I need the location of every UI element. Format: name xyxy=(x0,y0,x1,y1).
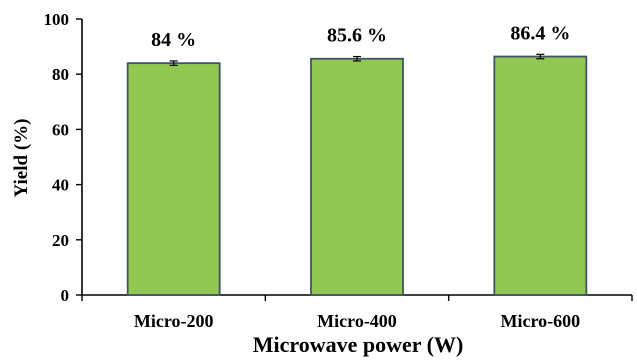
y-axis-title: Yield (%) xyxy=(11,119,32,198)
bar-micro-200 xyxy=(126,62,221,296)
bar-micro-600 xyxy=(493,55,588,296)
data-label: 84 % xyxy=(151,29,196,51)
y-tick-label: 80 xyxy=(52,65,69,84)
bar-micro-400 xyxy=(310,57,404,296)
x-category-label: Micro-600 xyxy=(501,311,581,331)
x-category-label: Micro-200 xyxy=(134,311,214,331)
y-tick-label: 20 xyxy=(52,231,69,250)
data-label: 86.4 % xyxy=(510,23,570,45)
data-label: 85.6 % xyxy=(327,25,387,47)
x-category-label: Micro-400 xyxy=(317,311,397,331)
x-axis-title: Microwave power (W) xyxy=(253,332,464,357)
y-tick-label: 40 xyxy=(52,176,69,195)
y-tick-label: 100 xyxy=(44,10,70,29)
y-tick-label: 0 xyxy=(61,286,70,305)
y-tick-label: 60 xyxy=(52,120,69,139)
